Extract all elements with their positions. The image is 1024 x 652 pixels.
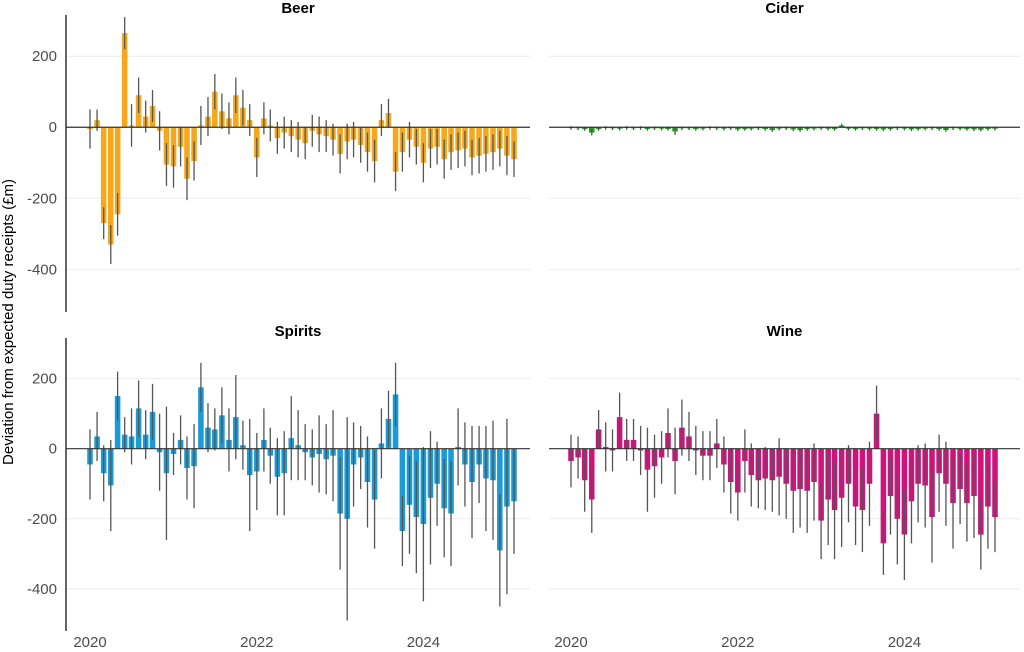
panels: Beer -400 -200 0 200 Cider Spirits -400 -200 0 200… (27, 0, 1020, 651)
panel-title: Spirits (275, 323, 322, 340)
x-tick-label: 2020 (73, 634, 106, 651)
y-tick-label: -200 (27, 511, 57, 528)
bar (107, 127, 114, 245)
panel-cider: Cider (549, 0, 1020, 270)
y-tick-label: -400 (27, 581, 57, 598)
panel-beer: Beer -400 -200 0 200 (27, 0, 530, 312)
x-tick-label: 2020 (554, 634, 587, 651)
panel-title: Cider (765, 0, 804, 17)
y-tick-label: 200 (32, 48, 57, 65)
x-tick-label: 2022 (240, 634, 273, 651)
bar (100, 127, 107, 224)
x-tick-label: 2024 (888, 634, 921, 651)
y-tick-label: 200 (32, 371, 57, 388)
x-tick-label: 2024 (407, 634, 440, 651)
y-tick-label: 0 (49, 441, 57, 458)
bar (114, 127, 121, 215)
y-tick-label: -200 (27, 190, 57, 207)
panel-title: Beer (281, 0, 315, 17)
y-tick-label: 0 (49, 119, 57, 136)
bar (184, 127, 190, 179)
bar (880, 448, 887, 544)
panel-title: Wine (767, 323, 803, 340)
bar (392, 127, 399, 172)
bar (114, 396, 121, 449)
bar (198, 387, 204, 449)
bar (978, 448, 984, 535)
y-tick-label: -400 (27, 261, 57, 278)
bar (121, 33, 128, 128)
panel-spirits: Spirits -400 -200 0 200 2020 2022 2024 (27, 323, 530, 651)
bar (399, 448, 406, 532)
x-tick-label: 2022 (721, 634, 754, 651)
panel-wine: Wine 2020 2022 2024 (549, 323, 1020, 651)
y-axis-title: Deviation from expected duty receipts (£… (0, 179, 17, 465)
